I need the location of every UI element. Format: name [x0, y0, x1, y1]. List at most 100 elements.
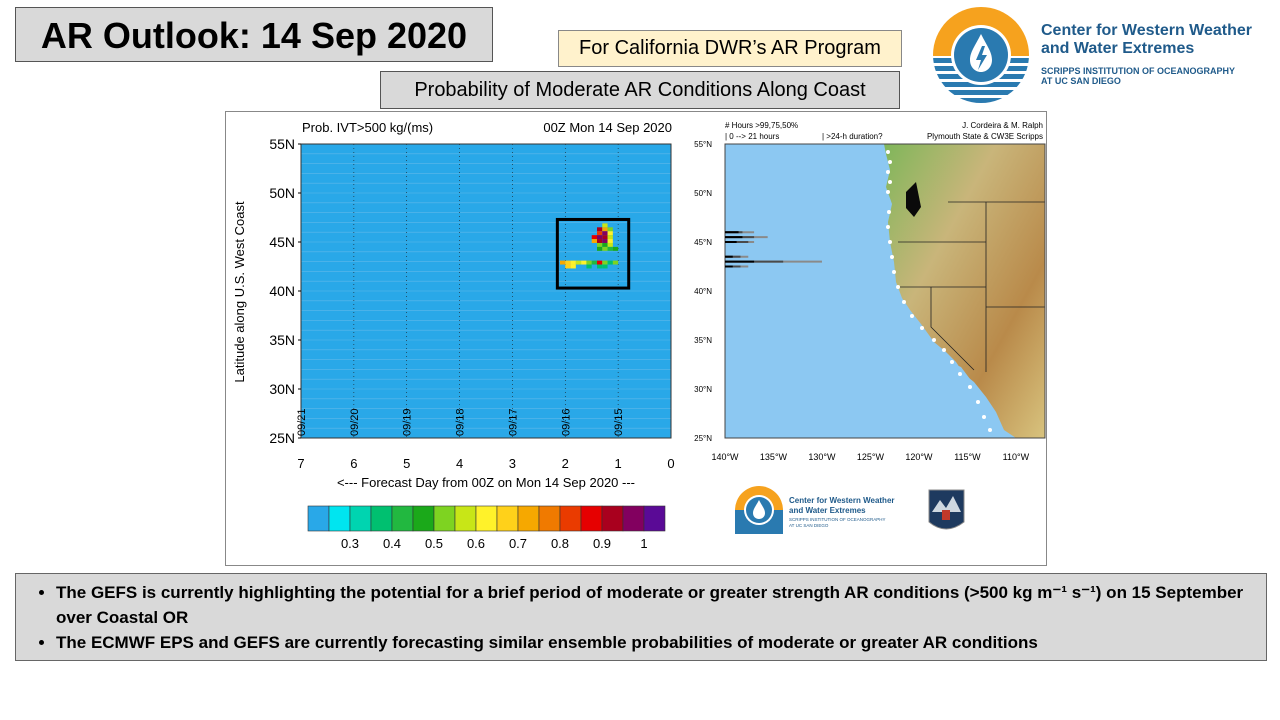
y-tick-label: 40N	[269, 283, 295, 299]
probability-cell	[607, 260, 613, 265]
map-lon-label: 125°W	[857, 452, 885, 462]
map-lon-label: 135°W	[760, 452, 788, 462]
colorbar-tick-label: 0.3	[341, 536, 359, 551]
cw3e-small-logo-icon	[735, 486, 783, 534]
colorbar-swatch	[349, 505, 372, 532]
x-axis-label: <--- Forecast Day from 00Z on Mon 14 Sep…	[337, 475, 635, 490]
ar-duration-bars	[725, 231, 822, 268]
date-label: 09/15	[613, 408, 625, 436]
date-label: 09/16	[560, 408, 572, 436]
colorbar-swatch	[307, 505, 330, 532]
map-lat-label: 30°N	[694, 385, 712, 394]
gulf-of-california	[926, 352, 986, 412]
colorbar-tick-label: 1	[640, 536, 647, 551]
probability-cell	[565, 264, 571, 269]
legend-range: | 0 --> 21 hours	[725, 132, 779, 141]
probability-heatmap	[300, 143, 672, 439]
colorbar-swatch	[538, 505, 561, 532]
y-tick-label: 35N	[269, 332, 295, 348]
colorbar-swatch	[475, 505, 498, 532]
y-tick-label: 25N	[269, 430, 295, 446]
y-axis-label: Latitude along U.S. West Coast	[232, 201, 247, 383]
cw3e-logo-affiliation: SCRIPPS INSTITUTION OF OCEANOGRAPHY AT U…	[1041, 66, 1235, 86]
footer-logo-line1: Center for Western Weather	[789, 496, 895, 505]
colorbar-tick-label: 0.5	[425, 536, 443, 551]
probability-cell	[565, 260, 571, 265]
probability-cell	[612, 246, 619, 251]
cw3e-logo-icon	[933, 7, 1029, 103]
date-label: 09/17	[507, 408, 519, 436]
probability-cell	[602, 227, 608, 232]
map-lon-label: 130°W	[808, 452, 836, 462]
probability-cell	[602, 246, 608, 251]
colorbar-swatch	[643, 505, 666, 532]
probability-cell	[602, 231, 608, 236]
probability-cell	[591, 260, 597, 265]
x-tick-label: 2	[562, 456, 569, 471]
probability-cell	[581, 260, 587, 265]
map-lat-label: 45°N	[694, 238, 712, 247]
summary-bullet-2: The ECMWF EPS and GEFS are currently for…	[56, 630, 1248, 655]
probability-cell	[597, 227, 603, 232]
footer-logo-line2: and Water Extremes	[789, 506, 866, 515]
colorbar-tick-label: 0.8	[551, 536, 569, 551]
probability-cell	[597, 235, 603, 240]
map-latitude-labels: 55°N 50°N 45°N 40°N 35°N 30°N 25°N	[694, 140, 712, 443]
probability-cell	[597, 260, 603, 265]
legend-hours: # Hours >99,75,50%	[725, 121, 798, 130]
y-tick-label: 45N	[269, 234, 295, 250]
date-label: 09/20	[349, 408, 361, 436]
colorbar-swatch	[601, 505, 624, 532]
probability-cell	[597, 231, 603, 236]
cw3e-logo-name: Center for Western Weather and Water Ext…	[1041, 22, 1252, 58]
probability-cell	[612, 260, 619, 265]
map-lat-label: 55°N	[694, 140, 712, 149]
cw3e-logo-line3: SCRIPPS INSTITUTION OF OCEANOGRAPHY	[1041, 66, 1236, 76]
credit-authors: J. Cordeira & M. Ralph	[962, 121, 1043, 130]
program-label: For California DWR’s AR Program	[558, 30, 902, 67]
map-lon-label: 115°W	[954, 452, 981, 462]
highlight-box	[555, 217, 631, 290]
probability-cell	[607, 227, 613, 232]
probability-cell	[607, 242, 613, 247]
probability-cell	[607, 246, 613, 251]
date-labels: 09/21 09/20 09/19 09/18 09/17 09/16 09/15	[296, 408, 625, 436]
footer-logo-line3: SCRIPPS INSTITUTION OF OCEANOGRAPHY	[789, 517, 886, 522]
cw3e-logo-line2: and Water Extremes	[1041, 40, 1195, 57]
state-borders	[896, 201, 1045, 372]
x-tick-label: 4	[456, 456, 463, 471]
x-tick-label: 1	[615, 456, 622, 471]
footer-logo-line4: AT UC SAN DIEGO	[789, 523, 829, 528]
date-label: 09/19	[402, 408, 414, 436]
probability-cell	[607, 235, 613, 240]
map-lat-label: 35°N	[694, 336, 712, 345]
probability-cell	[602, 242, 608, 247]
plymouth-state-logo-icon: PLYMOUTH STATE METEOROLOGY	[916, 489, 976, 533]
map-longitude-labels: 140°W 135°W 130°W 125°W 120°W 115°W 110°W	[711, 452, 1029, 462]
land-area	[884, 144, 1045, 438]
probability-cell	[586, 260, 592, 265]
x-tick-labels: 7 6 5 4 3 2 1 0	[297, 456, 674, 471]
ar-figure-panel: Prob. IVT>500 kg/(ms) 00Z Mon 14 Sep 202…	[225, 111, 1047, 566]
probability-cell	[570, 264, 576, 269]
colorbar-tick-label: 0.9	[593, 536, 611, 551]
colorbar-swatch	[328, 505, 351, 532]
credit-institutions: Plymouth State & CW3E Scripps	[927, 132, 1043, 141]
map-lat-label: 40°N	[694, 287, 712, 296]
probability-cell	[607, 239, 613, 243]
probability-cell	[602, 264, 608, 269]
colorbar-swatch	[454, 505, 477, 532]
probability-cell	[560, 260, 566, 265]
colorbar: 0.3 0.4 0.5 0.6 0.7 0.8 0.9 1	[307, 505, 666, 551]
ar-figure-svg: Prob. IVT>500 kg/(ms) 00Z Mon 14 Sep 202…	[232, 120, 1046, 551]
colorbar-tick-label: 0.7	[509, 536, 527, 551]
legend-duration: | >24-h duration?	[822, 132, 883, 141]
probability-cell	[597, 239, 603, 243]
colorbar-swatch	[433, 505, 456, 532]
colorbar-swatch	[580, 505, 603, 532]
probability-cell	[602, 235, 608, 240]
map-lat-label: 50°N	[694, 189, 712, 198]
plymouth-state-label: PLYMOUTH STATE METEOROLOGY	[916, 529, 976, 533]
colorbar-tick-label: 0.4	[383, 536, 401, 551]
x-tick-label: 7	[297, 456, 304, 471]
